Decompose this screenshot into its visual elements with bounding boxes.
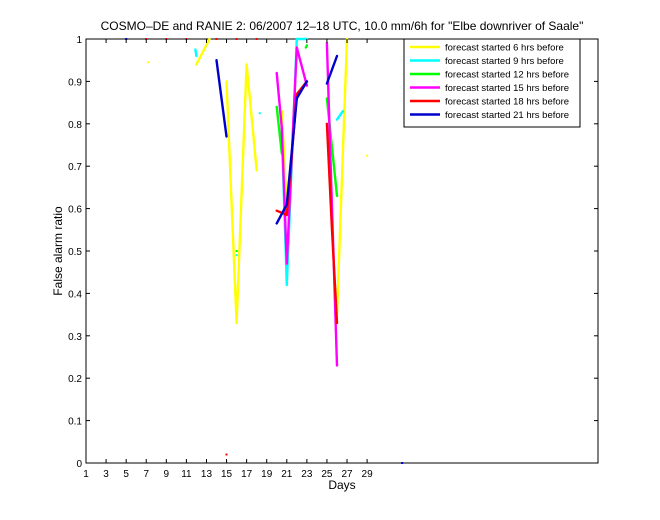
- data-series-layer: [125, 37, 404, 464]
- y-axis-label: False alarm ratio: [51, 206, 65, 296]
- legend-label-5: forecast started 18 hrs before: [445, 97, 569, 108]
- x-tick-label-11: 11: [181, 469, 192, 480]
- series-3-point-1: [235, 250, 238, 252]
- x-tick-label-13: 13: [201, 469, 213, 480]
- series-6-line-3: [325, 54, 339, 85]
- series-3-line-2: [304, 44, 309, 49]
- series-1-point-2: [366, 154, 369, 157]
- x-tick-label-17: 17: [241, 469, 253, 480]
- y-tick-label-0.6: 0.6: [68, 205, 82, 216]
- legend-items: forecast started 6 hrs before forecast st…: [410, 43, 569, 121]
- x-tick-label-23: 23: [301, 469, 313, 480]
- series-5-point-6: [235, 38, 238, 40]
- x-tick-label-3: 3: [103, 469, 109, 480]
- series-5-line-2: [325, 122, 339, 325]
- y-tick-label-0: 0: [76, 459, 82, 470]
- y-tick-label-1: 1: [76, 35, 82, 46]
- x-tick-label-7: 7: [143, 469, 149, 480]
- series-1-point-1: [147, 61, 150, 64]
- series-1-line-2: [225, 63, 258, 325]
- legend-box: [403, 38, 581, 128]
- series-5-point-5: [215, 38, 218, 40]
- y-tick-label-0.1: 0.1: [68, 417, 82, 428]
- series-1-line-4: [335, 37, 349, 316]
- y-tick-label-0.7: 0.7: [68, 162, 82, 173]
- legend-label-3: forecast started 12 hrs before: [445, 70, 569, 81]
- series-2-point-1: [235, 254, 238, 257]
- series-5-point-7: [255, 38, 258, 40]
- x-axis-label: Days: [328, 478, 355, 492]
- series-3-line-1: [275, 105, 283, 155]
- x-tick-label-5: 5: [123, 469, 129, 480]
- x-tick-label-25: 25: [321, 469, 333, 480]
- series-6-line-1: [215, 59, 228, 138]
- series-6-line-2: [275, 80, 309, 225]
- x-tick-label-27: 27: [341, 469, 353, 480]
- x-tick-label-21: 21: [281, 469, 293, 480]
- y-tick-label-0.4: 0.4: [68, 289, 82, 300]
- y-tick-label-0.9: 0.9: [68, 77, 82, 88]
- legend-label-1: forecast started 6 hrs before: [445, 43, 564, 54]
- x-tick-label-29: 29: [362, 469, 374, 480]
- y-tick-label-0.2: 0.2: [68, 374, 82, 385]
- y-tick-label-0.3: 0.3: [68, 332, 82, 343]
- x-tick-label-1: 1: [83, 469, 89, 480]
- y-tick-label-0.5: 0.5: [68, 247, 82, 258]
- series-2-line-1: [194, 48, 198, 58]
- series-2-line-3: [335, 109, 345, 121]
- series-5-point-8: [225, 453, 228, 456]
- x-tick-label-9: 9: [164, 469, 170, 480]
- legend-label-4: forecast started 15 hrs before: [445, 83, 569, 94]
- legend-label-2: forecast started 9 hrs before: [445, 56, 564, 67]
- x-tick-label-19: 19: [261, 469, 273, 480]
- legend-label-6: forecast started 21 hrs before: [445, 110, 569, 121]
- series-6-point-2: [401, 462, 404, 464]
- series-4-line-1: [275, 46, 309, 265]
- legend: forecast started 6 hrs before forecast st…: [403, 38, 581, 128]
- y-tick-label-0.8: 0.8: [68, 120, 82, 131]
- chart-title: COSMO–DE and RANIE 2: 06/2007 12–18 UTC,…: [101, 19, 584, 33]
- series-2-point-2: [258, 112, 261, 115]
- x-tick-label-15: 15: [221, 469, 233, 480]
- series-1-line-1: [195, 37, 211, 66]
- axis-ticks: 1 3 5 7 9 11 13 15 17 19 21 23 25 27 2900.10.20.30.40.…: [68, 35, 598, 480]
- series-5-line-1: [275, 80, 309, 217]
